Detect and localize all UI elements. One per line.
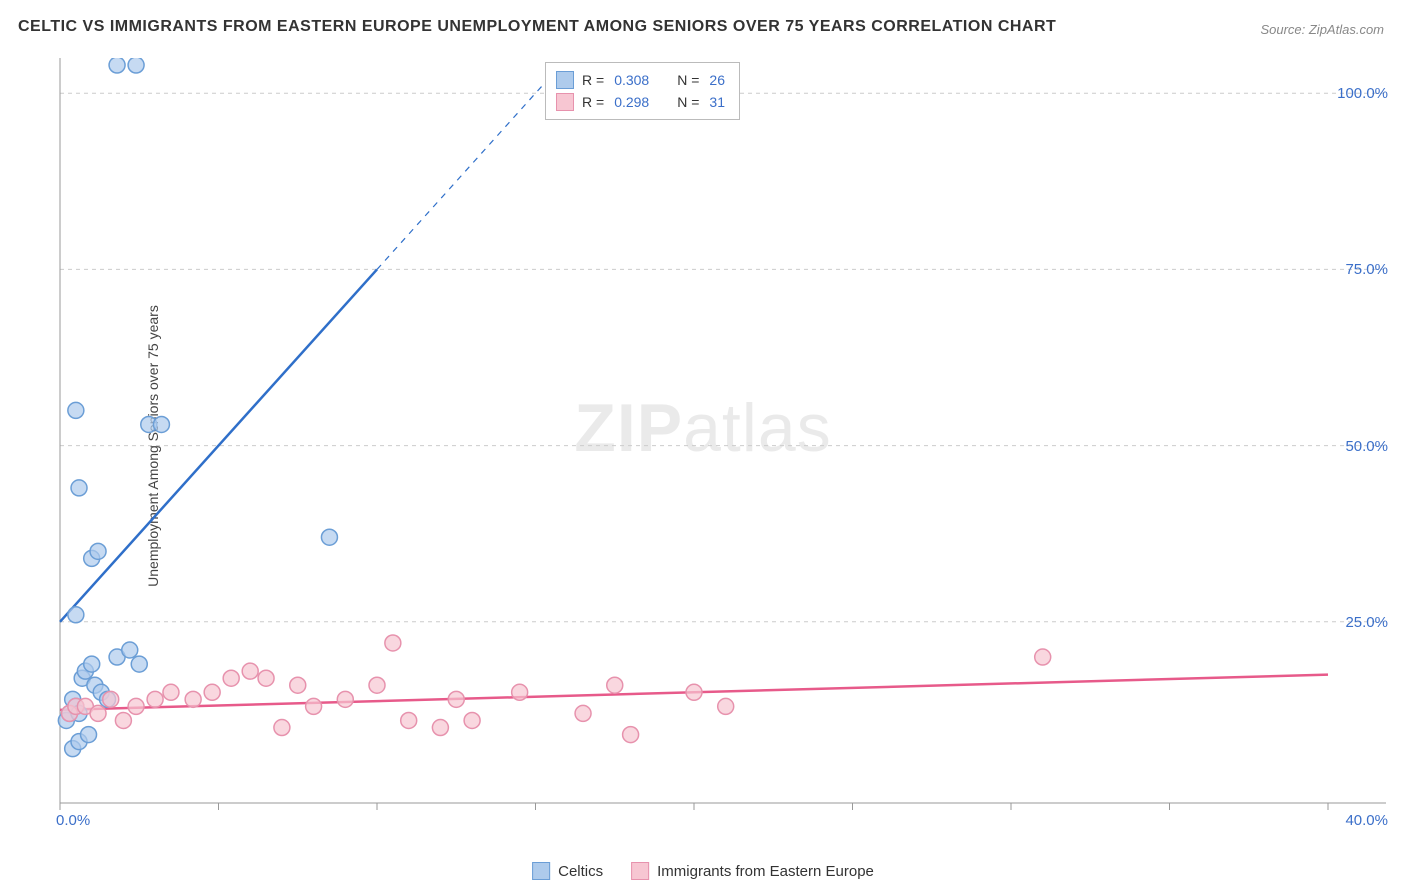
scatter-chart <box>50 58 1388 818</box>
series-legend-label: Immigrants from Eastern Europe <box>657 863 874 880</box>
legend-r-value: 0.308 <box>614 72 649 88</box>
legend-r-label: R = <box>582 94 604 110</box>
source-attribution: Source: ZipAtlas.com <box>1260 22 1384 37</box>
legend-n-value: 31 <box>709 94 725 110</box>
legend-row: R = 0.308 N = 26 <box>556 69 725 91</box>
legend-swatch <box>532 862 550 880</box>
legend-swatch <box>631 862 649 880</box>
legend-row: R = 0.298 N = 31 <box>556 91 725 113</box>
series-legend-label: Celtics <box>558 863 603 880</box>
chart-title: CELTIC VS IMMIGRANTS FROM EASTERN EUROPE… <box>18 18 1056 36</box>
legend-r-value: 0.298 <box>614 94 649 110</box>
y-tick-label: 100.0% <box>1337 85 1388 102</box>
legend-swatch <box>556 93 574 111</box>
series-legend: Celtics Immigrants from Eastern Europe <box>532 862 874 880</box>
legend-n-value: 26 <box>709 72 725 88</box>
correlation-legend: R = 0.308 N = 26 R = 0.298 N = 31 <box>545 62 740 120</box>
series-legend-item: Immigrants from Eastern Europe <box>631 862 874 880</box>
x-tick-label: 40.0% <box>1345 812 1388 829</box>
legend-n-label: N = <box>677 72 699 88</box>
legend-n-label: N = <box>677 94 699 110</box>
legend-swatch <box>556 71 574 89</box>
y-tick-label: 75.0% <box>1345 261 1388 278</box>
series-legend-item: Celtics <box>532 862 603 880</box>
y-tick-label: 50.0% <box>1345 438 1388 455</box>
y-tick-label: 25.0% <box>1345 614 1388 631</box>
x-tick-label: 0.0% <box>56 812 90 829</box>
plot-area <box>50 58 1388 818</box>
legend-r-label: R = <box>582 72 604 88</box>
